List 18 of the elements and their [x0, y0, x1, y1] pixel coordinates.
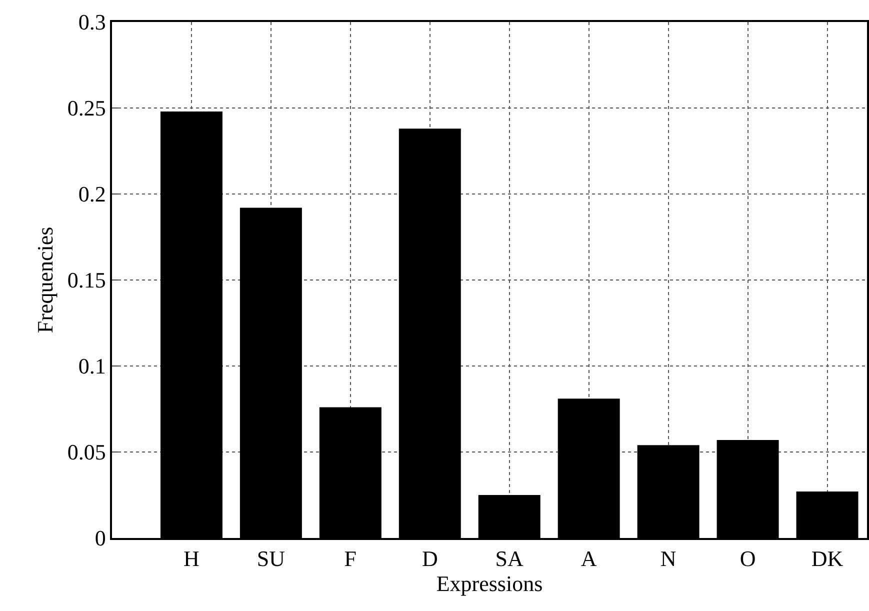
x-tick-label: F — [344, 546, 357, 572]
x-axis-title: Expressions — [436, 571, 543, 596]
y-tick-label: 0.05 — [67, 440, 106, 465]
x-tick-label: O — [740, 546, 756, 572]
x-tick-label: SA — [495, 546, 524, 572]
x-tick-label: D — [422, 546, 438, 572]
x-tick-label: A — [580, 546, 597, 572]
x-tick-label: H — [184, 546, 200, 572]
y-tick-label: 0 — [94, 526, 106, 551]
y-axis-title: Frequencies — [32, 226, 58, 334]
y-tick-label: 0.2 — [78, 182, 106, 207]
x-tick-label: N — [660, 546, 676, 572]
y-tick-label: 0.3 — [78, 10, 106, 35]
y-tick-label: 0.15 — [67, 268, 106, 293]
x-tick-label: DK — [811, 546, 844, 572]
x-tick-label: SU — [256, 546, 286, 572]
y-tick-label: 0.25 — [67, 96, 106, 121]
y-tick-label: 0.1 — [78, 354, 106, 379]
